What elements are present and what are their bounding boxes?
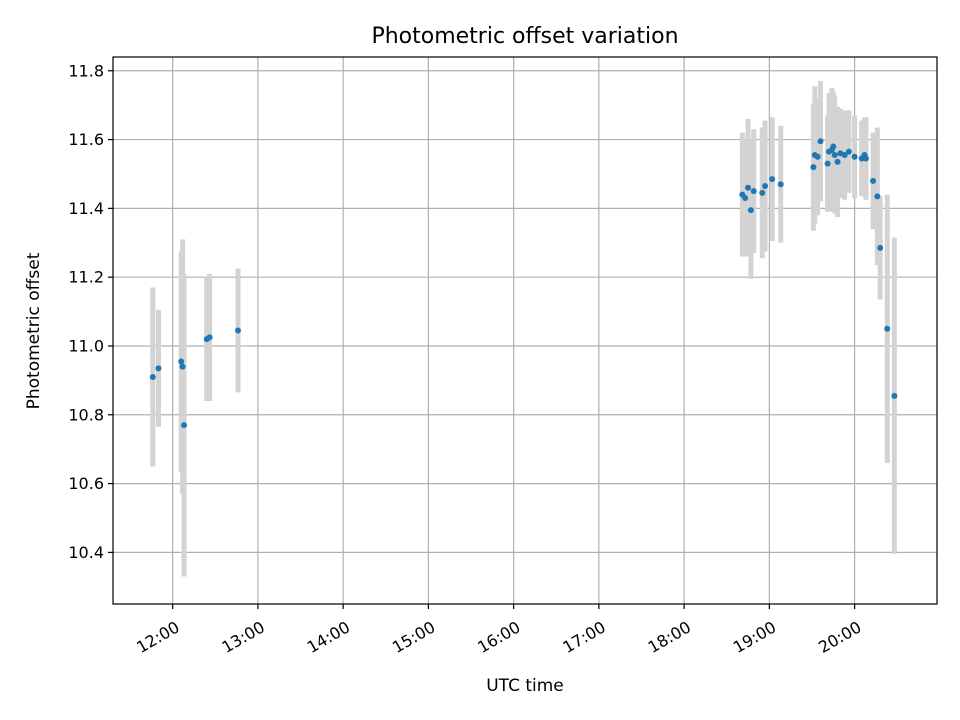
data-point (862, 155, 869, 162)
y-tick-label: 11.6 (68, 130, 104, 149)
x-tick-label: 15:00 (389, 617, 438, 657)
x-axis-ticks: 12:00 13:00 14:00 15:00 16:00 17:00 18:00 19:00… (133, 604, 865, 657)
data-point (747, 207, 754, 214)
data-point (814, 153, 821, 160)
data-point (155, 365, 162, 372)
data-point (235, 327, 242, 334)
data-point (845, 148, 852, 155)
data-point (830, 143, 837, 150)
y-axis-ticks: 10.4 10.6 10.8 11.0 11.2 11.4 11.6 11.8 (68, 61, 113, 562)
data-points (149, 138, 898, 429)
data-point (834, 158, 841, 165)
data-point (810, 164, 817, 171)
data-point (891, 392, 898, 399)
x-tick-label: 19:00 (730, 617, 779, 657)
data-point (824, 160, 831, 167)
grid (113, 57, 937, 604)
data-point (179, 363, 186, 370)
data-point (762, 183, 769, 190)
x-tick-label: 17:00 (559, 617, 608, 657)
x-tick-label: 13:00 (218, 617, 267, 657)
y-tick-label: 10.6 (68, 474, 104, 493)
data-point (206, 334, 213, 341)
data-point (884, 325, 891, 332)
y-tick-label: 11.8 (68, 61, 104, 80)
data-point (178, 358, 185, 365)
y-tick-label: 10.4 (68, 543, 104, 562)
x-tick-label: 20:00 (815, 617, 864, 657)
data-point (831, 152, 838, 159)
y-tick-label: 11.4 (68, 199, 104, 218)
x-tick-label: 12:00 (133, 617, 182, 657)
data-point (742, 195, 749, 202)
y-tick-label: 11.2 (68, 268, 104, 287)
y-tick-label: 10.8 (68, 405, 104, 424)
data-point (745, 184, 752, 191)
y-tick-label: 11.0 (68, 336, 104, 355)
chart-title: Photometric offset variation (371, 24, 678, 49)
error-bars (150, 81, 897, 577)
data-point (841, 152, 848, 159)
data-point (777, 181, 784, 188)
data-point (817, 138, 824, 145)
x-tick-label: 16:00 (474, 617, 523, 657)
data-point (877, 244, 884, 251)
data-point (149, 373, 156, 380)
data-point (769, 176, 776, 183)
data-point (750, 188, 757, 195)
data-point (851, 153, 858, 160)
data-point (181, 422, 188, 429)
plot-frame (112, 56, 938, 605)
y-axis-label: Photometric offset (24, 252, 44, 409)
data-point (759, 189, 766, 196)
x-tick-label: 14:00 (304, 617, 353, 657)
data-point (870, 177, 877, 184)
x-axis-label: UTC time (486, 676, 564, 696)
data-point (874, 193, 881, 200)
x-tick-label: 18:00 (645, 617, 694, 657)
